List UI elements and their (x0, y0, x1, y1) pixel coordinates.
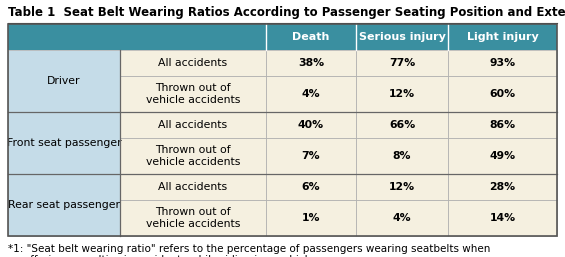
Bar (8, 24, 266, 50)
Bar (266, 50, 356, 76)
Text: 6%: 6% (302, 182, 320, 192)
Text: 77%: 77% (389, 58, 415, 68)
Bar (120, 76, 266, 112)
Bar (120, 112, 266, 138)
Text: 7%: 7% (302, 151, 320, 161)
Text: Thrown out of
vehicle accidents: Thrown out of vehicle accidents (146, 207, 240, 229)
Text: suffering casualties in accidents while riding in a vehicl: suffering casualties in accidents while … (18, 255, 307, 257)
Bar (448, 50, 557, 76)
Text: All accidents: All accidents (158, 58, 228, 68)
Text: 8%: 8% (393, 151, 411, 161)
Bar (448, 138, 557, 174)
Bar (356, 200, 448, 236)
Text: 4%: 4% (302, 89, 320, 99)
Bar (120, 50, 266, 76)
Text: Serious injury: Serious injury (359, 32, 445, 42)
Text: 38%: 38% (298, 58, 324, 68)
Bar (120, 138, 266, 174)
Bar (448, 24, 557, 50)
Text: 4%: 4% (393, 213, 411, 223)
Text: Thrown out of
vehicle accidents: Thrown out of vehicle accidents (146, 83, 240, 105)
Bar (448, 200, 557, 236)
Text: 14%: 14% (489, 213, 515, 223)
Bar (448, 112, 557, 138)
Bar (266, 200, 356, 236)
Bar (356, 76, 448, 112)
Text: Table 1  Seat Belt Wearing Ratios According to Passenger Seating Position and Ex: Table 1 Seat Belt Wearing Ratios Accordi… (8, 6, 565, 19)
Text: All accidents: All accidents (158, 182, 228, 192)
Text: 28%: 28% (489, 182, 515, 192)
Text: Driver: Driver (47, 76, 81, 86)
Bar (8, 112, 120, 174)
Bar (266, 138, 356, 174)
Bar (448, 76, 557, 112)
Text: 60%: 60% (489, 89, 515, 99)
Bar (120, 200, 266, 236)
Bar (266, 174, 356, 200)
Text: Rear seat passenger: Rear seat passenger (8, 200, 120, 210)
Text: *1: "Seat belt wearing ratio" refers to the percentage of passengers wearing sea: *1: "Seat belt wearing ratio" refers to … (8, 244, 490, 254)
Bar (266, 24, 356, 50)
Bar (266, 76, 356, 112)
Bar (266, 112, 356, 138)
Text: 49%: 49% (489, 151, 515, 161)
Bar (356, 174, 448, 200)
Text: 12%: 12% (389, 89, 415, 99)
Bar (448, 174, 557, 200)
Text: All accidents: All accidents (158, 120, 228, 130)
Text: 66%: 66% (389, 120, 415, 130)
Bar (356, 138, 448, 174)
Bar (8, 174, 120, 236)
Text: Death: Death (292, 32, 330, 42)
Text: 12%: 12% (389, 182, 415, 192)
Bar (356, 112, 448, 138)
Bar (8, 50, 120, 112)
Text: 40%: 40% (298, 120, 324, 130)
Bar (356, 24, 448, 50)
Text: Light injury: Light injury (467, 32, 538, 42)
Text: 86%: 86% (489, 120, 515, 130)
Text: Thrown out of
vehicle accidents: Thrown out of vehicle accidents (146, 145, 240, 167)
Text: 1%: 1% (302, 213, 320, 223)
Bar (120, 174, 266, 200)
Text: Front seat passenger: Front seat passenger (7, 138, 121, 148)
Text: 93%: 93% (489, 58, 515, 68)
Bar (8, 24, 557, 236)
Bar (356, 50, 448, 76)
